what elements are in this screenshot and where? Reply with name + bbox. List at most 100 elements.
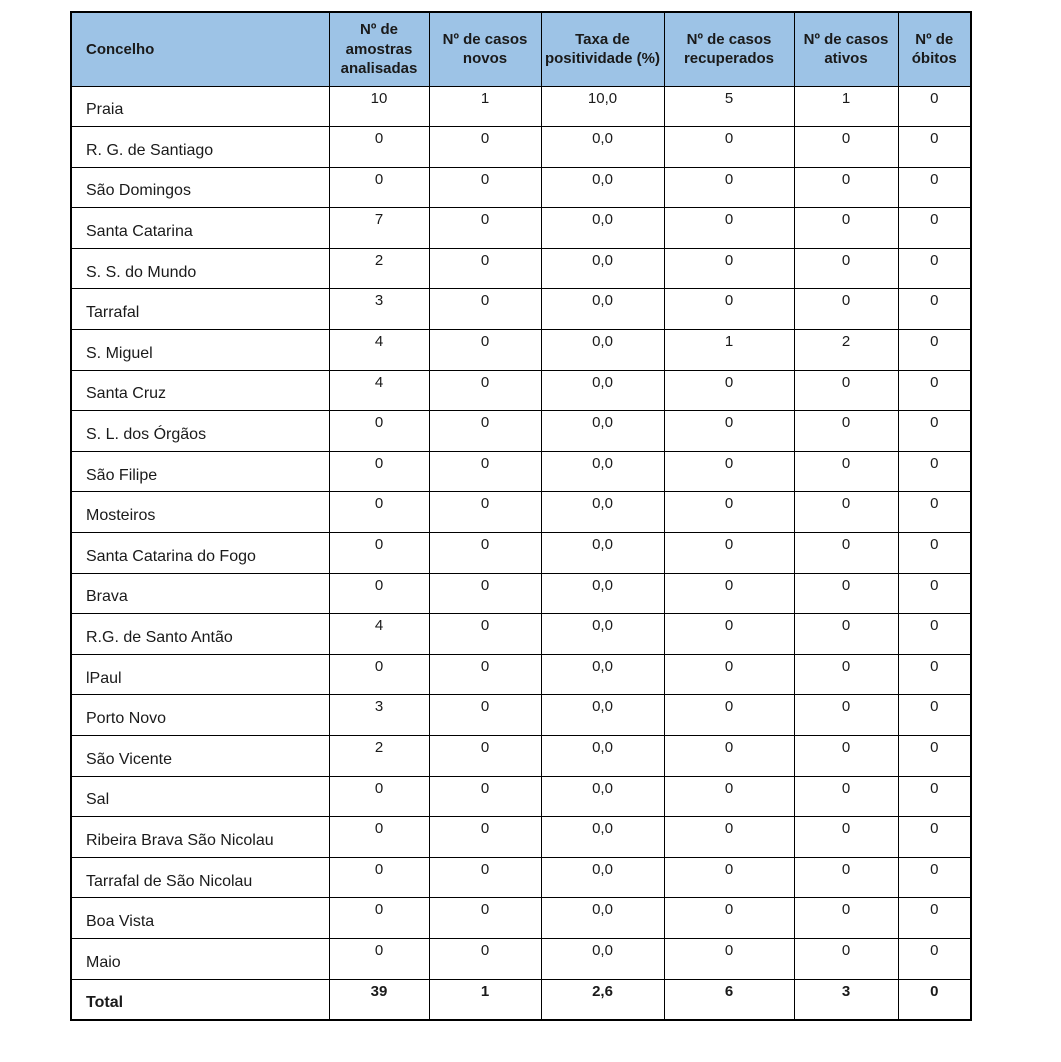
table-row: lPaul 0 0 0,0 0 0 0: [70, 653, 972, 696]
value-cell: 10: [328, 85, 430, 128]
value-cell: 0: [428, 329, 542, 371]
concelho-name: Ribeira Brava São Nicolau: [70, 816, 330, 858]
value-cell: 0: [663, 369, 795, 412]
value-cell: 0: [663, 491, 795, 534]
value-cell: 0: [897, 247, 972, 290]
value-cell: 0,0: [540, 856, 665, 899]
value-cell: 4: [328, 613, 430, 655]
value-cell: 0: [428, 735, 542, 777]
table-row: Mosteiros 0 0 0,0 0 0 0: [70, 491, 972, 534]
value-cell: 0: [793, 207, 899, 249]
value-cell: 0: [428, 816, 542, 858]
table-body: Praia 10 1 10,0 5 1 0 R. G. de Santiago 0 0 0,0 0 0 0…: [70, 85, 972, 1021]
table-header: Concelho Nº de amostras analisadas Nº de c…: [70, 11, 972, 87]
value-cell: 0: [428, 247, 542, 290]
value-cell: 0: [897, 85, 972, 128]
value-cell: 0: [897, 532, 972, 574]
value-cell: 1: [663, 329, 795, 371]
value-cell: 0: [897, 816, 972, 858]
table-row: R.G. de Santo Antão 4 0 0,0 0 0 0: [70, 613, 972, 655]
value-cell: 0: [428, 937, 542, 980]
table-row: Santa Catarina 7 0 0,0 0 0 0: [70, 207, 972, 249]
value-cell: 0,0: [540, 288, 665, 331]
concelho-name: Mosteiros: [70, 491, 330, 534]
value-cell: 0,0: [540, 369, 665, 412]
concelho-name: Santa Catarina: [70, 207, 330, 249]
value-cell: 0: [897, 410, 972, 452]
value-cell: 0: [897, 856, 972, 899]
header-row: Concelho Nº de amostras analisadas Nº de c…: [70, 11, 972, 87]
value-cell: 0: [663, 247, 795, 290]
value-cell: 4: [328, 329, 430, 371]
value-cell: 0: [793, 126, 899, 168]
column-header: Nº de casos novos: [428, 11, 542, 87]
column-header: Nº de amostras analisadas: [328, 11, 430, 87]
value-cell: 0: [428, 207, 542, 249]
value-cell: 0: [663, 897, 795, 939]
value-cell: 0,0: [540, 694, 665, 736]
value-cell: 0,0: [540, 816, 665, 858]
value-cell: 0,0: [540, 532, 665, 574]
value-cell: 0: [663, 653, 795, 696]
value-cell: 0: [663, 450, 795, 493]
value-cell: 0,0: [540, 247, 665, 290]
value-cell: 0: [793, 735, 899, 777]
value-cell: 0: [897, 694, 972, 736]
value-cell: 0: [793, 816, 899, 858]
table-row: Santa Catarina do Fogo 0 0 0,0 0 0 0: [70, 532, 972, 574]
value-cell: 1: [793, 85, 899, 128]
value-cell: 0: [663, 532, 795, 574]
value-cell: 0,0: [540, 491, 665, 534]
concelho-name: Porto Novo: [70, 694, 330, 736]
table-row: R. G. de Santiago 0 0 0,0 0 0 0: [70, 126, 972, 168]
value-cell: 0,0: [540, 126, 665, 168]
value-cell: 0: [897, 897, 972, 939]
value-cell: 0: [793, 613, 899, 655]
value-cell: 0: [428, 775, 542, 818]
table-row: Praia 10 1 10,0 5 1 0: [70, 85, 972, 128]
value-cell: 0: [793, 572, 899, 615]
table-row: Ribeira Brava São Nicolau 0 0 0,0 0 0 0: [70, 816, 972, 858]
value-cell: 0: [897, 329, 972, 371]
column-header: Nº de óbitos: [897, 11, 972, 87]
value-cell: 0: [793, 491, 899, 534]
value-cell: 0: [328, 816, 430, 858]
value-cell: 0: [663, 126, 795, 168]
value-cell: 0: [428, 653, 542, 696]
value-cell: 0: [428, 897, 542, 939]
table-row: Boa Vista 0 0 0,0 0 0 0: [70, 897, 972, 939]
concelho-name: Santa Cruz: [70, 369, 330, 412]
value-cell: 0: [793, 532, 899, 574]
table-row: Brava 0 0 0,0 0 0 0: [70, 572, 972, 615]
value-cell: 0: [663, 694, 795, 736]
value-cell: 2: [328, 247, 430, 290]
value-cell: 0: [897, 126, 972, 168]
value-cell: 3: [328, 288, 430, 331]
value-cell: 2: [328, 735, 430, 777]
value-cell: 0: [428, 166, 542, 209]
total-label: Total: [70, 978, 330, 1021]
concelho-name: Santa Catarina do Fogo: [70, 532, 330, 574]
value-cell: 0: [428, 613, 542, 655]
concelho-name: S. S. do Mundo: [70, 247, 330, 290]
value-cell: 0: [328, 937, 430, 980]
concelho-name: lPaul: [70, 653, 330, 696]
value-cell: 1: [428, 978, 542, 1021]
column-header: Nº de casos ativos: [793, 11, 899, 87]
value-cell: 0: [328, 126, 430, 168]
concelho-name: São Filipe: [70, 450, 330, 493]
concelho-name: Boa Vista: [70, 897, 330, 939]
value-cell: 0: [793, 653, 899, 696]
table-row: Maio 0 0 0,0 0 0 0: [70, 937, 972, 980]
total-row: Total 39 1 2,6 6 3 0: [70, 978, 972, 1021]
value-cell: 0: [897, 735, 972, 777]
column-header: Taxa de positividade (%): [540, 11, 665, 87]
value-cell: 0: [428, 450, 542, 493]
value-cell: 0: [328, 450, 430, 493]
value-cell: 0,0: [540, 166, 665, 209]
value-cell: 0: [328, 897, 430, 939]
value-cell: 0: [897, 613, 972, 655]
value-cell: 4: [328, 369, 430, 412]
value-cell: 0: [897, 653, 972, 696]
